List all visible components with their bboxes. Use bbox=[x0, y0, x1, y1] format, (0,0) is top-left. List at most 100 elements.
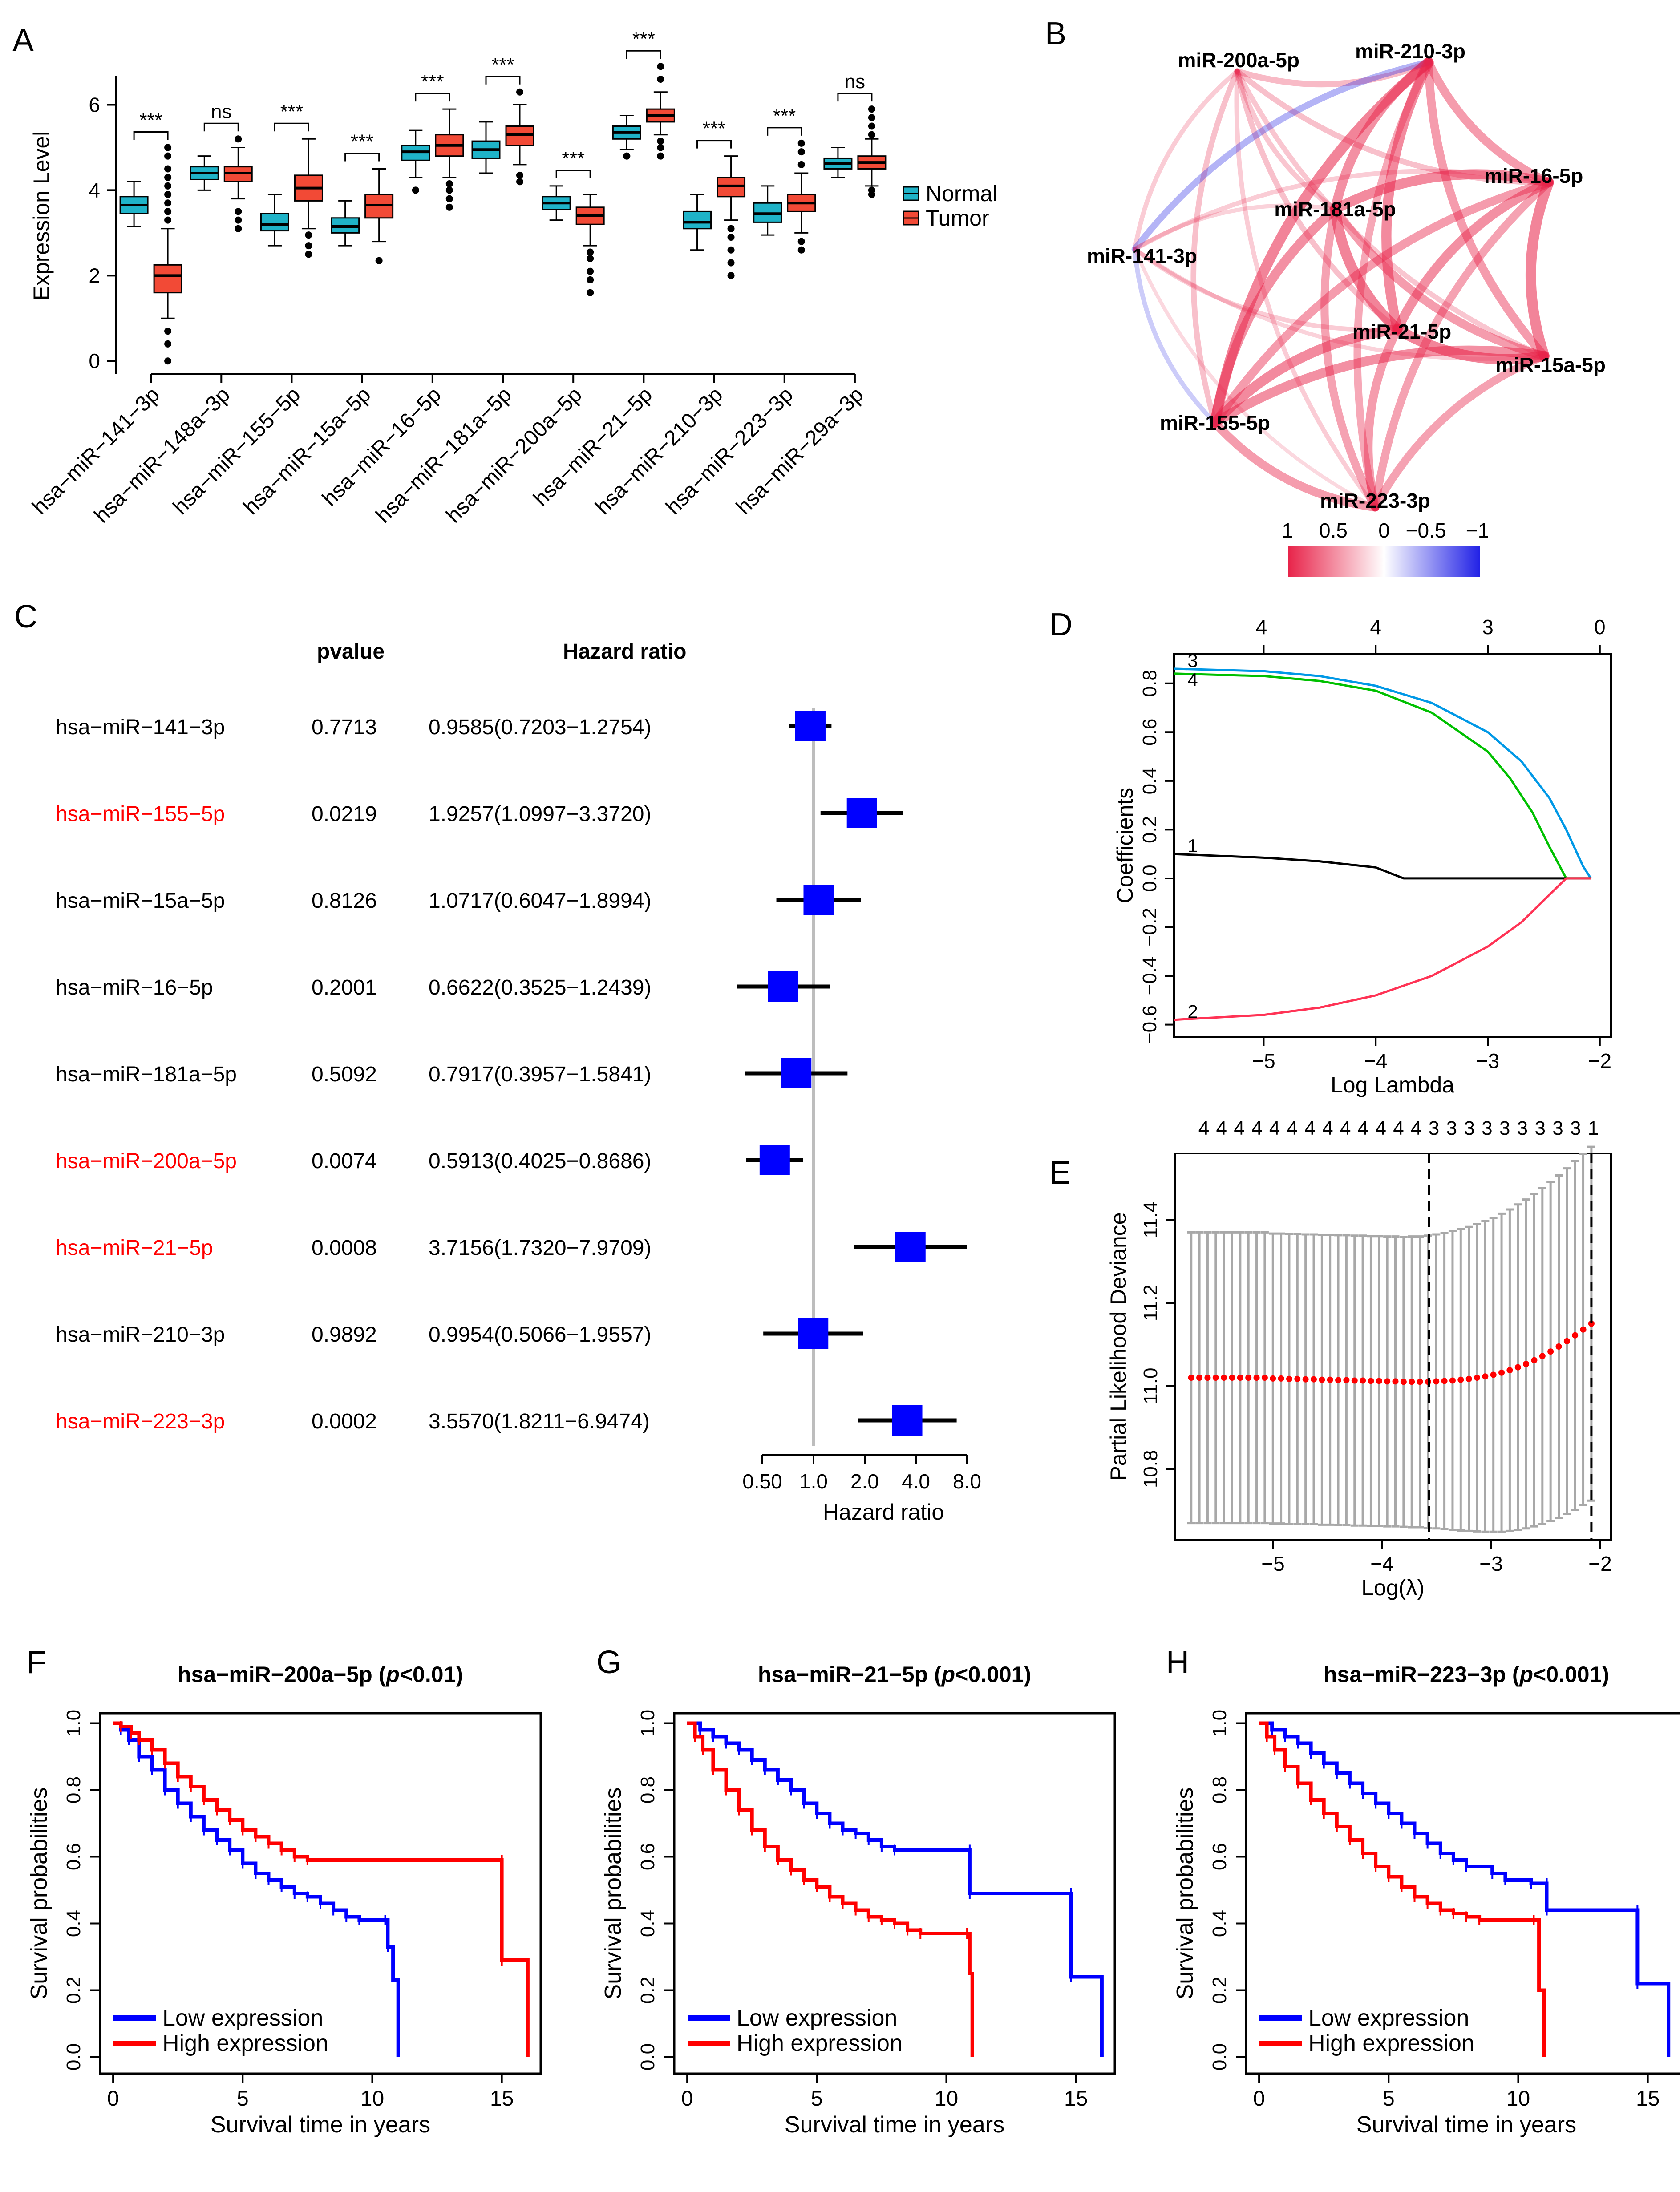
outlier-point bbox=[727, 233, 735, 241]
hazard-ratio-marker bbox=[781, 1058, 812, 1088]
cv-mean-point bbox=[1555, 1343, 1562, 1350]
plot-frame bbox=[99, 1712, 542, 2075]
y-tick-label: 0.0 bbox=[637, 2043, 659, 2071]
x-tick-label: hsa−miR−141−3p bbox=[28, 383, 164, 519]
y-axis-label: Survival probabilities bbox=[26, 1788, 52, 2000]
y-tick-label: 0 bbox=[89, 349, 100, 372]
correlation-edge bbox=[1210, 345, 1549, 428]
cv-mean-point bbox=[1457, 1376, 1464, 1383]
panel-g-km-curve: hsa−miR−21−5p (p<0.001) 0 5 10 15 0.0 0.2 0.4 0.… bbox=[600, 1662, 1116, 2138]
outlier-point bbox=[164, 340, 172, 348]
x-tick-label: 15 bbox=[1064, 2087, 1088, 2111]
cv-mean-point bbox=[1490, 1371, 1497, 1378]
coefficient-path bbox=[1174, 667, 1592, 879]
cv-mean-point bbox=[1261, 1375, 1268, 1381]
significance-label: *** bbox=[139, 109, 162, 131]
top-count-label: 4 bbox=[1358, 1117, 1368, 1139]
y-tick-label: −0.4 bbox=[1139, 957, 1161, 995]
correlation-edge bbox=[1424, 58, 1549, 360]
forest-row: hsa−miR−16−5p 0.2001 0.6622(0.3525−1.2439) bbox=[56, 971, 830, 1002]
cv-mean-point bbox=[1580, 1326, 1587, 1333]
column-header-hazard-ratio: Hazard ratio bbox=[563, 640, 686, 663]
x-tick-label: 15 bbox=[1636, 2087, 1660, 2111]
correlation-edge bbox=[1131, 59, 1432, 253]
title-p-symbol: p bbox=[385, 1662, 400, 1687]
top-count-label: 4 bbox=[1251, 1117, 1262, 1139]
top-count-label: 3 bbox=[1534, 1117, 1545, 1139]
cv-mean-point bbox=[1270, 1375, 1276, 1382]
outlier-point bbox=[164, 144, 172, 151]
y-tick-label: 0.4 bbox=[1209, 1910, 1231, 1937]
box-tumor bbox=[575, 194, 605, 296]
x-axis-label: Log(λ) bbox=[1361, 1575, 1425, 1600]
outlier-point bbox=[445, 203, 453, 211]
x-tick-label: −3 bbox=[1479, 1552, 1502, 1575]
outlier-point bbox=[587, 267, 594, 275]
x-tick-label: hsa−miR−21−5p bbox=[529, 383, 657, 510]
x-tick-label: 0 bbox=[1253, 2087, 1265, 2111]
x-tick-label: hsa−miR−223−3p bbox=[661, 383, 797, 519]
box-normal bbox=[401, 129, 430, 194]
outlier-point bbox=[164, 216, 172, 224]
outlier-point bbox=[727, 272, 735, 279]
significance-label: *** bbox=[562, 148, 584, 170]
cv-mean-point bbox=[1319, 1376, 1325, 1383]
title-p-symbol: p bbox=[1519, 1662, 1534, 1687]
box-normal bbox=[260, 194, 289, 247]
cv-mean-point bbox=[1441, 1378, 1448, 1384]
significance-bracket bbox=[344, 152, 380, 162]
panel-label-b: B bbox=[1045, 16, 1066, 52]
outlier-point bbox=[587, 289, 594, 296]
y-tick-label: 6 bbox=[89, 93, 100, 117]
hazard-ratio-marker bbox=[803, 885, 834, 915]
significance-label: ns bbox=[211, 101, 231, 122]
significance-label: *** bbox=[703, 118, 725, 140]
cv-mean-point bbox=[1376, 1378, 1382, 1384]
colorbar-tick-label: 1 bbox=[1282, 519, 1293, 542]
top-count-label: 4 bbox=[1269, 1117, 1280, 1139]
x-tick-label: −5 bbox=[1252, 1049, 1275, 1072]
box-iqr bbox=[260, 213, 289, 232]
coefficient-path bbox=[1174, 853, 1591, 880]
x-axis-label: Survival time in years bbox=[785, 2112, 1004, 2138]
network-node-label: miR-200a-5p bbox=[1178, 49, 1299, 72]
top-count-label: 4 bbox=[1322, 1117, 1333, 1139]
row-hazard-ratio-text: 3.5570(1.8211−6.9474) bbox=[429, 1410, 650, 1433]
row-hazard-ratio-text: 3.7156(1.7320−7.9709) bbox=[429, 1236, 651, 1260]
cv-mean-point bbox=[1253, 1375, 1260, 1381]
y-axis-label: Coefficients bbox=[1113, 788, 1138, 903]
cv-mean-point bbox=[1196, 1375, 1203, 1381]
significance-label: *** bbox=[280, 101, 303, 122]
panel-c-forest-plot: pvalue Hazard ratio hsa−miR−141−3p 0.7713 0.… bbox=[56, 640, 981, 1525]
colorbar-tick-label: 0 bbox=[1378, 519, 1390, 542]
row-hazard-ratio-text: 1.0717(0.6047−1.8994) bbox=[429, 889, 651, 913]
row-pvalue: 0.0002 bbox=[312, 1410, 377, 1433]
network-node-label: miR-15a-5p bbox=[1495, 353, 1606, 376]
cv-mean-point bbox=[1449, 1377, 1456, 1384]
top-count-label: 3 bbox=[1570, 1117, 1581, 1139]
y-tick-label: 0.8 bbox=[637, 1776, 659, 1804]
x-tick-label: −2 bbox=[1588, 1049, 1611, 1072]
correlation-edge bbox=[1331, 205, 1549, 360]
top-count-label: 3 bbox=[1499, 1117, 1510, 1139]
hazard-ratio-marker bbox=[795, 711, 826, 741]
outlier-point bbox=[868, 131, 875, 138]
x-tick-label: 10 bbox=[935, 2087, 958, 2111]
significance-label: ns bbox=[845, 71, 865, 93]
outlier-point bbox=[797, 148, 805, 156]
row-mirna-name: hsa−miR−141−3p bbox=[56, 716, 225, 739]
cv-mean-point bbox=[1343, 1377, 1350, 1383]
top-count-label: 4 bbox=[1287, 1117, 1298, 1139]
hazard-ratio-marker bbox=[895, 1232, 926, 1262]
correlation-edge bbox=[1364, 325, 1402, 512]
outlier-point bbox=[235, 208, 242, 215]
correlation-edge bbox=[1190, 68, 1240, 426]
cv-mean-point bbox=[1417, 1379, 1423, 1385]
legend-label-tumor: Tumor bbox=[926, 206, 989, 231]
outlier-point bbox=[657, 144, 664, 151]
network-node-label: miR-141-3p bbox=[1087, 244, 1197, 267]
x-tick-label: 2.0 bbox=[850, 1470, 879, 1493]
path-label: 2 bbox=[1187, 1001, 1198, 1022]
network-node-label: miR-155-5p bbox=[1160, 411, 1270, 434]
significance-label: *** bbox=[421, 71, 444, 93]
